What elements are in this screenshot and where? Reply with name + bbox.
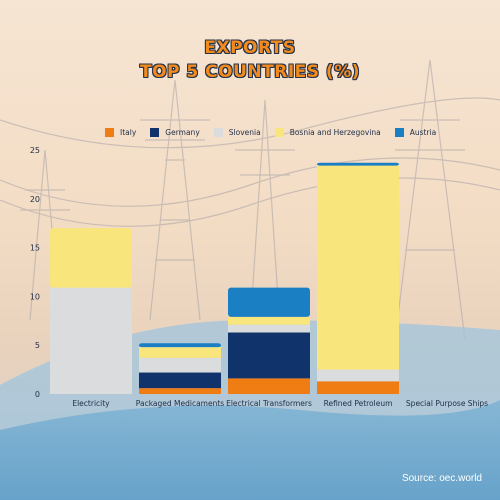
y-tick-label: 10 — [30, 292, 40, 301]
legend-item-germany: Germany — [150, 128, 200, 137]
chart-legend: Italy Germany Slovenia Bosnia and Herzegovi… — [105, 128, 436, 137]
bar-segment-slovenia — [228, 324, 310, 333]
bar-segment-slovenia — [317, 369, 399, 382]
legend-item-italy: Italy — [105, 128, 136, 137]
legend-item-bosnia-and-herzegovina: Bosnia and Herzegovina — [274, 128, 381, 137]
bar-segment-italy — [139, 388, 221, 394]
x-category-label: Refined Petroleum — [324, 399, 393, 408]
legend-label: Bosnia and Herzegovina — [289, 128, 381, 137]
bar-segment-bosnia-and-herzegovina — [139, 347, 221, 358]
x-category-label: Packaged Medicaments — [136, 399, 224, 408]
legend-label: Italy — [120, 128, 137, 137]
legend-item-austria: Austria — [394, 128, 437, 137]
legend-swatch — [274, 128, 284, 137]
y-tick-label: 0 — [35, 390, 40, 399]
x-category-label: Electricity — [72, 399, 110, 408]
bar-segment-austria — [139, 343, 221, 348]
chart-title-line1: EXPORTS — [204, 38, 296, 58]
x-category-label: Special Purpose Ships — [406, 399, 488, 408]
legend-swatch — [150, 128, 160, 137]
source-note: Source: oec.world — [401, 473, 482, 484]
bar-segment-bosnia-and-herzegovina — [228, 316, 310, 325]
chart-title-line2: TOP 5 COUNTRIES (%) — [140, 62, 360, 82]
legend-swatch — [105, 128, 114, 137]
x-category-label: Electrical Transformers — [226, 399, 312, 408]
y-tick-label: 20 — [30, 195, 40, 204]
bar-segment-italy — [317, 381, 399, 394]
legend-label: Germany — [165, 128, 200, 137]
legend-label: Austria — [409, 128, 437, 137]
bar-segment-italy — [228, 378, 310, 394]
y-tick-label: 15 — [30, 244, 40, 253]
legend-item-slovenia: Slovenia — [213, 128, 261, 137]
bar-segment-austria — [317, 162, 399, 166]
bar-segment-germany — [228, 332, 310, 379]
bar-segment-slovenia — [139, 357, 221, 373]
y-tick-label: 5 — [35, 341, 40, 350]
legend-swatch — [394, 128, 404, 137]
y-tick-label: 25 — [30, 146, 40, 155]
legend-swatch — [213, 128, 223, 137]
legend-label: Slovenia — [228, 128, 261, 137]
bar-segment-bosnia-and-herzegovina — [317, 165, 399, 370]
bar-segment-germany — [139, 372, 221, 389]
bar-segment-slovenia — [50, 287, 132, 394]
bar-segment-austria — [228, 287, 310, 317]
bar-segment-bosnia-and-herzegovina — [50, 228, 132, 288]
